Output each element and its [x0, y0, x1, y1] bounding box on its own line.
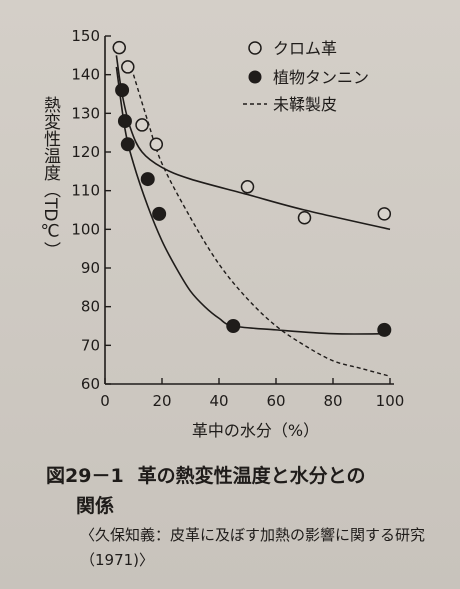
chrome-leather-point	[121, 60, 135, 74]
figure-caption: 図29－1 革の熱変性温度と水分との	[46, 462, 446, 490]
chrome-leather-point	[112, 40, 126, 55]
x-tick-label: 0	[100, 392, 110, 410]
chrome-leather-point	[149, 137, 164, 152]
vegetable-tannin-point	[120, 137, 135, 152]
chrome-leather-fit-curve	[115, 55, 391, 231]
x-tick-label: 40	[209, 392, 228, 410]
legend-open-circle-icon	[248, 41, 262, 55]
y-tick-label: 140	[71, 66, 100, 84]
vegetable-tannin-point	[115, 83, 130, 98]
chart: 60 70 80 90 100 110 120 130 140 150 0 20 40 60 80 100 革中…	[71, 27, 405, 440]
y-tick-label: 90	[81, 259, 100, 277]
x-tick-label: 60	[266, 392, 285, 410]
legend-filled-circle-icon	[248, 70, 262, 84]
chrome-leather-point	[240, 180, 255, 194]
x-tick-label: 80	[323, 392, 342, 410]
figure-number: 図29－1	[46, 465, 124, 487]
figure-title-line2: 関係	[76, 495, 115, 517]
untanned-hide-dashed-line	[132, 74, 391, 377]
vegetable-tannin-point	[226, 319, 241, 333]
y-tick-label: 70	[81, 336, 100, 354]
chrome-leather-point	[377, 207, 392, 221]
legend-label-vegetable: 植物タンニン	[273, 68, 369, 87]
x-tick-label: 100	[376, 392, 405, 410]
y-tick-label: 100	[71, 220, 100, 238]
y-axis-label: 熱変性温度（TD℃）	[40, 96, 60, 259]
y-tick-label: 150	[71, 27, 100, 45]
vegetable-tannin-fit-curve	[115, 66, 391, 335]
vegetable-tannin-point	[152, 206, 167, 221]
y-tick-label: 60	[81, 375, 100, 393]
figure-citation: 〈久保知義：皮革に及ぼす加熱の影響に関する研究（1971)〉	[80, 526, 426, 569]
legend-label-untanned: 未鞣製皮	[273, 95, 337, 114]
figure-title-line1: 革の熱変性温度と水分との	[137, 465, 366, 487]
vegetable-tannin-point	[377, 322, 392, 337]
y-tick-label: 130	[71, 104, 100, 122]
x-axis-label: 革中の水分（%）	[192, 421, 319, 440]
y-tick-label: 120	[71, 143, 100, 161]
y-tick-label: 110	[71, 182, 100, 200]
y-tick-label: 80	[81, 298, 100, 316]
vegetable-tannin-point	[117, 114, 132, 129]
vegetable-tannin-point	[140, 172, 155, 187]
chrome-leather-point	[297, 210, 312, 225]
legend-label-chrome: クロム革	[273, 39, 337, 58]
chrome-leather-point	[135, 118, 149, 132]
x-tick-label: 20	[152, 392, 171, 410]
